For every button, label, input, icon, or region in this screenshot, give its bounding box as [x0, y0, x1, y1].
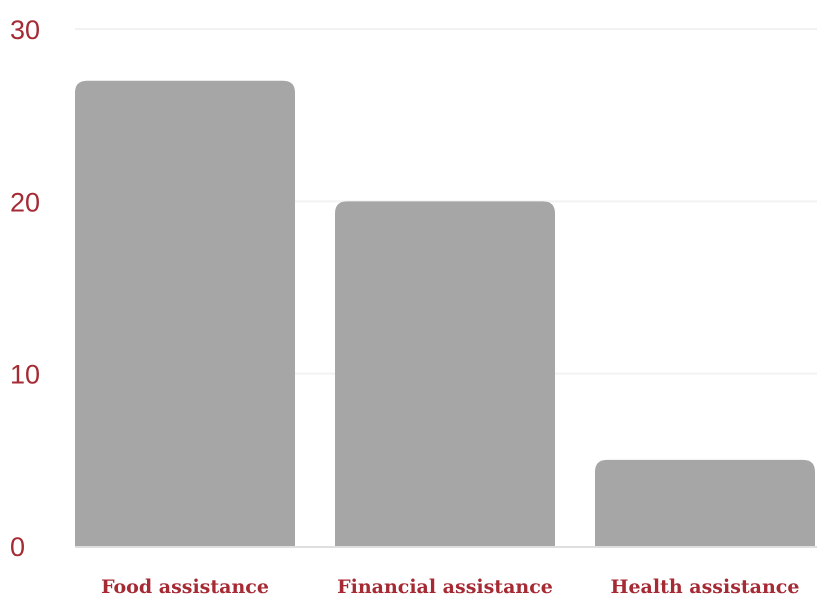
bar-food-assistance	[75, 80, 295, 546]
bars	[75, 80, 815, 547]
y-axis-ticks: 0 10 20 30	[10, 15, 40, 562]
x-category-label: Food assistance	[101, 576, 269, 598]
y-tick-label: 10	[10, 360, 40, 390]
bar-financial-assistance	[335, 201, 555, 547]
x-category-label: Health assistance	[611, 576, 800, 598]
x-axis-category-labels: Food assistance Financial assistance Healt…	[101, 576, 799, 598]
bar-health-assistance	[595, 459, 815, 546]
y-tick-label: 20	[10, 187, 40, 217]
y-tick-label: 0	[10, 532, 25, 562]
y-tick-label: 30	[10, 15, 40, 45]
x-category-label: Financial assistance	[337, 576, 553, 598]
